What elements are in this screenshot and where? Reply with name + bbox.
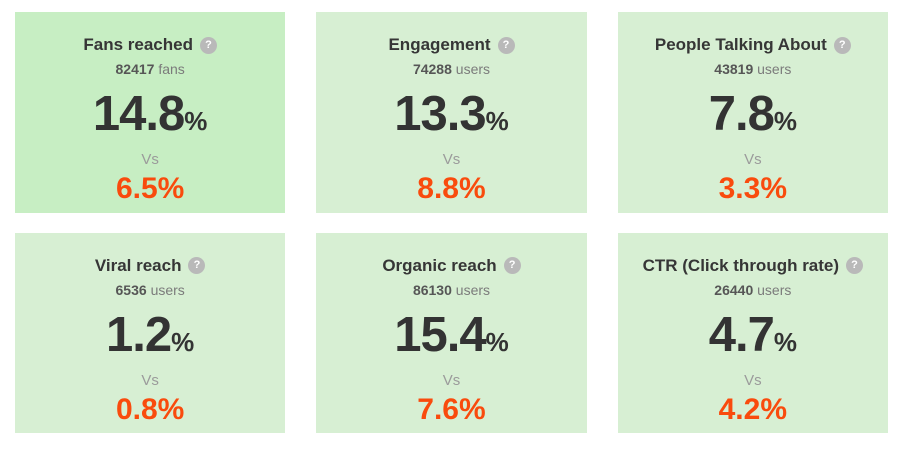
card-subtitle: 6536 users — [116, 282, 185, 298]
card-unit: users — [757, 61, 792, 77]
current-value-number: 4.7 — [708, 307, 775, 362]
current-value: 4.7% — [708, 307, 797, 366]
help-icon[interactable]: ? — [833, 36, 851, 54]
vs-label: Vs — [442, 371, 461, 389]
card-header: Fans reached ? — [83, 35, 217, 55]
help-icon[interactable]: ? — [497, 36, 515, 54]
current-value-percent-sign: % — [485, 106, 509, 136]
current-value: 7.8% — [709, 90, 797, 145]
previous-value-number: 3.3 — [718, 172, 761, 205]
previous-value: 6.5% — [116, 173, 184, 204]
previous-value: 0.8% — [116, 394, 184, 425]
current-value-percent-sign: % — [773, 326, 797, 357]
card-unit: users — [455, 61, 491, 77]
card-title: Viral reach — [94, 255, 182, 275]
card-count: 26440 — [714, 281, 754, 298]
current-value-percent-sign: % — [773, 106, 797, 136]
previous-value: 4.2% — [719, 394, 787, 425]
help-icon[interactable]: ? — [199, 36, 217, 54]
vs-label: Vs — [744, 371, 762, 389]
current-value-percent-sign: % — [485, 326, 509, 357]
help-icon[interactable]: ? — [188, 257, 206, 274]
card-count: 43819 — [714, 61, 754, 77]
previous-value-number: 0.8 — [115, 392, 158, 426]
previous-value-percent-sign: % — [157, 172, 185, 205]
card-header: Organic reach ? — [382, 255, 521, 276]
metric-card: Fans reached ? 82417 fans 14.8% Vs 6.5% — [15, 12, 286, 213]
help-icon[interactable]: ? — [503, 257, 521, 274]
vs-label: Vs — [141, 371, 159, 389]
card-subtitle: 82417 fans — [116, 61, 185, 77]
vs-label: Vs — [744, 151, 762, 168]
previous-value-number: 4.2 — [718, 392, 761, 426]
card-count: 6536 — [115, 281, 147, 298]
card-header: CTR (Click through rate) ? — [642, 255, 864, 276]
previous-value-percent-sign: % — [760, 172, 788, 205]
previous-value-number: 8.8 — [417, 172, 459, 205]
card-title: Engagement — [388, 35, 491, 54]
card-count: 86130 — [412, 281, 452, 298]
card-subtitle: 86130 users — [413, 282, 490, 298]
metric-card: People Talking About ? 43819 users 7.8% … — [617, 12, 888, 213]
previous-value-percent-sign: % — [157, 392, 185, 426]
previous-value-percent-sign: % — [760, 392, 788, 426]
current-value-number: 13.3 — [394, 87, 486, 141]
card-count: 82417 — [115, 61, 155, 77]
previous-value-number: 6.5 — [115, 172, 158, 205]
current-value-number: 1.2 — [106, 307, 172, 362]
help-icon[interactable]: ? — [846, 257, 864, 274]
metric-card: Viral reach ? 6536 users 1.2% Vs 0.8% — [15, 232, 286, 433]
current-value-percent-sign: % — [171, 326, 195, 357]
metric-card: Organic reach ? 86130 users 15.4% Vs 7.6… — [316, 232, 587, 433]
current-value-percent-sign: % — [184, 106, 208, 136]
current-value: 13.3% — [394, 90, 509, 145]
previous-value: 3.3% — [719, 173, 787, 204]
card-unit: users — [150, 281, 185, 298]
card-subtitle: 74288 users — [413, 61, 490, 77]
card-title: Organic reach — [382, 255, 497, 275]
metric-card: CTR (Click through rate) ? 26440 users 4… — [617, 232, 888, 433]
current-value: 14.8% — [93, 90, 208, 145]
card-title: People Talking About — [654, 35, 827, 54]
card-unit: users — [757, 281, 792, 298]
previous-value-percent-sign: % — [459, 392, 486, 426]
metric-card: Engagement ? 74288 users 13.3% Vs 8.8% — [316, 12, 587, 213]
card-title: Fans reached — [83, 35, 193, 54]
card-subtitle: 43819 users — [714, 61, 791, 77]
card-title: CTR (Click through rate) — [642, 255, 840, 275]
current-value-number: 7.8 — [708, 87, 775, 141]
current-value-number: 14.8 — [92, 87, 185, 141]
card-subtitle: 26440 users — [714, 282, 791, 298]
card-unit: fans — [158, 61, 185, 77]
vs-label: Vs — [442, 151, 461, 168]
card-count: 74288 — [412, 61, 452, 77]
card-header: Engagement ? — [388, 35, 515, 55]
current-value: 15.4% — [394, 307, 509, 366]
card-header: People Talking About ? — [655, 35, 851, 55]
card-header: Viral reach ? — [95, 256, 206, 276]
previous-value-number: 7.6 — [417, 392, 459, 426]
current-value-number: 15.4 — [394, 307, 486, 362]
card-unit: users — [455, 281, 491, 298]
current-value: 1.2% — [106, 307, 195, 366]
previous-value: 8.8% — [417, 173, 485, 204]
previous-value: 7.6% — [417, 394, 485, 425]
vs-label: Vs — [141, 151, 159, 168]
previous-value-percent-sign: % — [459, 172, 486, 205]
